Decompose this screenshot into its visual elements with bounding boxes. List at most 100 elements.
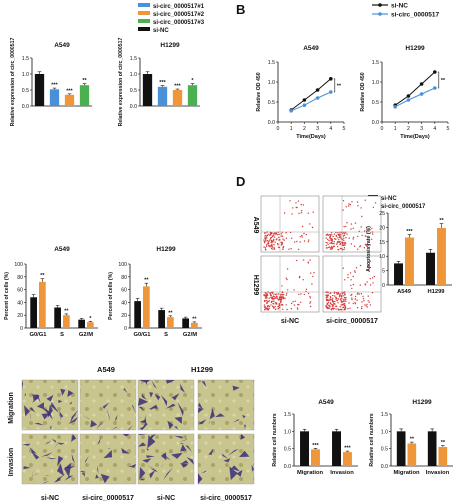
cell-event [362,295,364,298]
cell-event [303,240,306,242]
y-axis-label: Apoptosis rate (%) [366,226,372,272]
stained-cell [29,447,37,454]
cell-event [273,293,275,295]
cell-event [291,213,293,215]
cell-event [329,237,331,239]
cell-event [341,241,344,243]
stained-cell [168,452,174,453]
stained-cell [41,413,50,420]
cell-event [264,236,266,238]
cell-event [280,244,283,246]
stained-cell [42,481,50,484]
bar [30,297,37,328]
cell-event [274,241,276,243]
cell-event [344,308,347,310]
cell-event [352,227,354,229]
image-frame [197,433,255,485]
cell-event [274,297,277,299]
cell-event [343,248,345,251]
transwell-image [79,433,137,485]
cell-event [282,247,284,249]
cell-event [309,302,311,304]
cell-event [338,293,340,295]
stained-cell [71,453,75,464]
cell-event [270,304,272,306]
panel-label-d: D [236,174,245,189]
stained-cell [58,410,64,418]
cell-event [331,239,333,241]
bar [142,74,153,106]
stained-cell [60,474,61,484]
cell-event [335,292,338,294]
cell-event [369,304,372,306]
cell-event [282,304,284,306]
cell-event [295,202,297,204]
cell-event [266,237,268,239]
cell-event [296,240,298,243]
bar [332,431,341,466]
cell-event [296,259,298,262]
cell-event [263,232,266,234]
stained-cell [103,450,112,459]
cell-event [325,244,327,247]
significance-label: ** [192,316,197,322]
cell-event [325,305,327,308]
y-tick-label: 0.5 [381,447,388,453]
legend-label: si-circ_0000517#3 [153,20,205,26]
cell-event [274,233,276,235]
y-tick-label: 40 [17,300,23,306]
cell-event [333,241,335,243]
cell-event [267,233,269,236]
cell-event [361,215,363,218]
cell-event [325,241,327,244]
cell-event [293,289,295,291]
cell-event [278,296,281,299]
cell-event [265,238,267,240]
cell-event [282,238,284,240]
cell-event [358,293,360,295]
transwell-image [21,379,79,431]
cell-event [363,247,366,249]
stained-cell [63,479,68,484]
cell-event [272,300,274,302]
bar [182,318,189,328]
stained-cell [149,392,154,398]
stained-cell [181,460,189,464]
y-tick-label: 20 [379,225,385,231]
legend-label: si-circ_0000517 [381,204,426,210]
cell-event [344,232,346,235]
cell-event [289,200,291,202]
stained-cell [229,466,238,481]
cell-event [359,284,361,286]
flow-row-label: A549 [252,217,259,234]
cell-event [300,203,302,206]
y-tick-label: 1.5 [284,412,291,418]
cell-event [336,243,338,245]
stained-cell [231,465,240,472]
cell-event [344,291,346,293]
chart-title: A549 [54,42,70,49]
image-frame [137,379,195,431]
cell-event [337,309,340,311]
cell-event [269,246,271,248]
cell-event [305,288,308,290]
cell-event [273,307,275,309]
stained-cell [208,421,211,425]
stained-cell [208,448,214,455]
y-tick-label: 0 [124,326,127,332]
cell-event [288,248,290,250]
cell-event [280,235,283,237]
cell-event [356,307,359,309]
cell-event [329,248,332,250]
cell-event [341,244,343,246]
significance-label: ** [168,310,173,316]
y-tick-label: 0.0 [284,464,291,470]
y-tick-label: 1.0 [284,429,291,435]
series-line [291,91,332,112]
cell-event [339,306,341,308]
data-point [419,82,424,86]
cell-event [285,277,287,279]
cell-event [309,297,311,299]
stained-cell [75,413,76,418]
stained-cell [232,419,240,423]
